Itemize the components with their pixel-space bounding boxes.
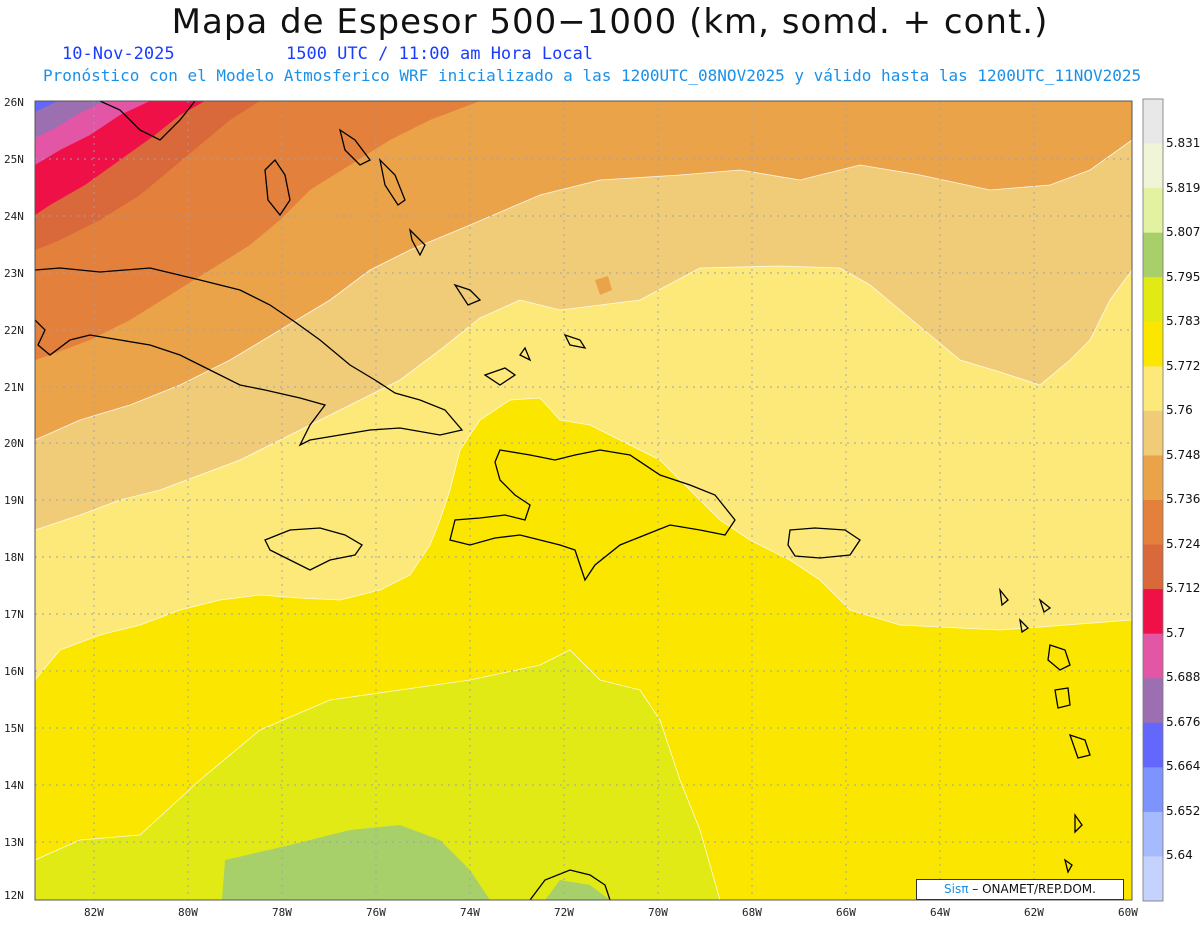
grid-lines bbox=[35, 101, 1132, 900]
lon-label: 64W bbox=[930, 906, 950, 919]
band-5795 bbox=[35, 650, 720, 900]
lon-label: 68W bbox=[742, 906, 762, 919]
sispi-logo: Sisπ bbox=[944, 882, 969, 896]
lat-label: 14N bbox=[4, 779, 24, 792]
lat-label: 24N bbox=[4, 210, 24, 223]
forecast-date: 10-Nov-2025 bbox=[62, 44, 175, 64]
lon-label: 74W bbox=[460, 906, 480, 919]
lon-label: 72W bbox=[554, 906, 574, 919]
florida-coastline bbox=[99, 101, 196, 141]
lat-label: 16N bbox=[4, 665, 24, 678]
lat-label: 21N bbox=[4, 381, 24, 394]
colorbar-swatch bbox=[1143, 410, 1163, 456]
colorbar-label: 5.736 bbox=[1166, 492, 1200, 506]
lat-label: 18N bbox=[4, 551, 24, 564]
lat-label: 13N bbox=[4, 836, 24, 849]
credit-box: Sisπ – ONAMET/REP.DOM. bbox=[916, 879, 1124, 900]
colorbar-swatch bbox=[1143, 99, 1163, 145]
band-5807 bbox=[222, 825, 490, 900]
colorbar-label: 5.748 bbox=[1166, 448, 1200, 462]
puerto-rico-coastline bbox=[787, 527, 861, 559]
map-title: Mapa de Espesor 500−1000 (km, somd. + co… bbox=[171, 2, 1049, 42]
colorbar-swatch bbox=[1143, 856, 1163, 902]
colorbar bbox=[1143, 99, 1163, 902]
venezuela-coast bbox=[529, 869, 611, 900]
colorbar-label: 5.807 bbox=[1166, 225, 1200, 239]
cuba-coastline bbox=[35, 267, 464, 447]
colorbar-label: 5.831 bbox=[1166, 136, 1200, 150]
lon-label: 70W bbox=[648, 906, 668, 919]
colorbar-swatch bbox=[1143, 321, 1163, 367]
colorbar-label: 5.76 bbox=[1166, 403, 1193, 417]
band-5676 bbox=[35, 101, 105, 138]
colorbar-label: 5.712 bbox=[1166, 581, 1200, 595]
patch-5736 bbox=[595, 276, 612, 295]
forecast-subtitle: Pronóstico con el Modelo Atmosferico WRF… bbox=[43, 66, 1142, 85]
lon-label: 78W bbox=[272, 906, 292, 919]
lat-label: 15N bbox=[4, 722, 24, 735]
colorbar-label: 5.676 bbox=[1166, 715, 1200, 729]
colorbar-swatch bbox=[1143, 767, 1163, 813]
colorbar-swatch bbox=[1143, 455, 1163, 501]
lon-label: 82W bbox=[84, 906, 104, 919]
coastlines bbox=[35, 101, 1091, 900]
lat-label: 22N bbox=[4, 324, 24, 337]
filled-contours bbox=[35, 101, 1132, 900]
colorbar-swatch bbox=[1143, 366, 1163, 412]
colorbar-label: 5.664 bbox=[1166, 759, 1200, 773]
credit-text: – ONAMET/REP.DOM. bbox=[972, 882, 1096, 896]
lat-label: 25N bbox=[4, 153, 24, 166]
jamaica-coastline bbox=[264, 527, 363, 571]
forecast-time: 1500 UTC / 11:00 am Hora Local bbox=[286, 44, 594, 64]
lesser-antilles bbox=[999, 587, 1091, 874]
bahamas-andros bbox=[264, 158, 291, 217]
colorbar-swatch bbox=[1143, 188, 1163, 234]
bahamas-islands bbox=[338, 128, 587, 386]
colorbar-label: 5.64 bbox=[1166, 848, 1193, 862]
colorbar-swatch bbox=[1143, 722, 1163, 768]
colorbar-label: 5.783 bbox=[1166, 314, 1200, 328]
lat-label: 12N bbox=[4, 889, 24, 902]
lat-label: 19N bbox=[4, 494, 24, 507]
colorbar-swatch bbox=[1143, 589, 1163, 635]
lon-label: 80W bbox=[178, 906, 198, 919]
colorbar-swatch bbox=[1143, 811, 1163, 857]
band-5807-south bbox=[545, 880, 610, 900]
colorbar-label: 5.772 bbox=[1166, 359, 1200, 373]
colorbar-frame bbox=[1142, 98, 1164, 902]
colorbar-label: 5.724 bbox=[1166, 537, 1200, 551]
band-5664 bbox=[35, 101, 58, 112]
colorbar-swatch bbox=[1143, 143, 1163, 189]
colorbar-label: 5.652 bbox=[1166, 804, 1200, 818]
colorbar-label: 5.795 bbox=[1166, 270, 1200, 284]
lon-label: 76W bbox=[366, 906, 386, 919]
lat-label: 26N bbox=[4, 96, 24, 109]
lon-label: 66W bbox=[836, 906, 856, 919]
colorbar-swatch bbox=[1143, 232, 1163, 278]
lon-label: 62W bbox=[1024, 906, 1044, 919]
lon-label: 60W bbox=[1118, 906, 1138, 919]
colorbar-swatch bbox=[1143, 277, 1163, 323]
colorbar-label: 5.819 bbox=[1166, 181, 1200, 195]
hispaniola-coastline bbox=[449, 449, 736, 582]
lat-label: 20N bbox=[4, 437, 24, 450]
colorbar-swatch bbox=[1143, 678, 1163, 724]
map-frame bbox=[34, 100, 1133, 901]
colorbar-label: 5.688 bbox=[1166, 670, 1200, 684]
colorbar-label: 5.7 bbox=[1166, 626, 1186, 640]
lat-label: 17N bbox=[4, 608, 24, 621]
colorbar-swatch bbox=[1143, 633, 1163, 679]
lat-label: 23N bbox=[4, 267, 24, 280]
colorbar-swatch bbox=[1143, 500, 1163, 546]
colorbar-swatch bbox=[1143, 544, 1163, 590]
